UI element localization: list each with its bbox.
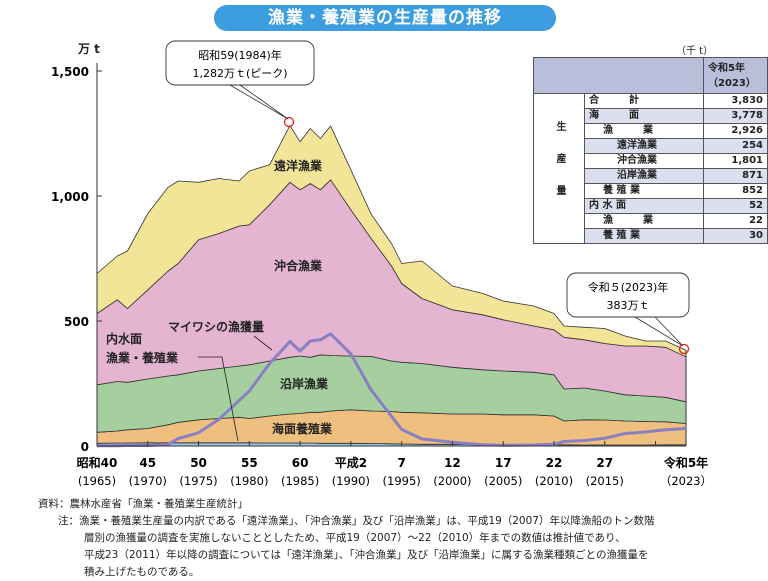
- row-value: 52: [703, 198, 768, 214]
- row-value: 3,830: [703, 93, 768, 109]
- label-distant: 遠洋漁業: [274, 158, 323, 173]
- label-inland-2: 漁業・養殖業: [106, 350, 179, 365]
- x-tick-label-era: 22: [546, 456, 563, 470]
- stacked-area-chart: 0 500 1,000 1,500 昭和40 (1965) 45 (1970) 50 (1975)…: [51, 40, 712, 488]
- chart-title: 漁業・養殖業の生産量の推移: [214, 5, 556, 31]
- x-tick-label-year: (1970): [129, 474, 167, 488]
- x-tick-label-era: 12: [444, 456, 461, 470]
- peak-callout-line2: 1,282万ｔ(ピーク): [192, 67, 287, 80]
- row-label: 養 殖 業: [583, 183, 705, 199]
- row-label: 沿岸漁業: [583, 168, 705, 184]
- label-offshore: 沖合漁業: [274, 258, 323, 273]
- label-aquaculture: 海面養殖業: [272, 421, 333, 436]
- header-line2: （2023）: [708, 77, 756, 89]
- sardine-line: [97, 332, 687, 448]
- source-note: 資料：農林水産省「漁業・養殖業生産統計」: [38, 498, 248, 510]
- footer-notes: 資料：農林水産省「漁業・養殖業生産統計」 注：漁業・養殖業生産量の内訳である「遠…: [28, 496, 654, 581]
- header-line1: 令和5年: [708, 62, 745, 74]
- row-value: 30: [703, 228, 768, 244]
- table-row: 沖合漁業 1,801: [534, 153, 768, 169]
- x-tick-label-year: (1965): [78, 474, 116, 488]
- y-tick-label: 500: [64, 315, 89, 329]
- y-tick-label: 0: [81, 440, 89, 454]
- x-tick-label-year: (1990): [332, 474, 370, 488]
- row-value: 852: [703, 183, 768, 199]
- x-tick-label-era: 45: [139, 456, 156, 470]
- area-layers: [96, 125, 687, 447]
- row-value: 3,778: [703, 108, 768, 124]
- table-row: 漁 業 2,926: [534, 123, 768, 139]
- series-labels: 遠洋漁業 沖合漁業 沿岸漁業 海面養殖業 マイワシの漁獲量 内水面 漁業・養殖業: [106, 158, 333, 436]
- table-unit: （千 t）: [676, 46, 714, 57]
- row-value: 254: [703, 138, 768, 154]
- latest-marker: [678, 343, 690, 355]
- y-tick-label: 1,000: [51, 190, 89, 204]
- peak-callout-line1: 昭和59(1984)年: [198, 48, 282, 62]
- row-label: 内 水 面: [583, 198, 705, 214]
- x-tick-label-era: 昭和40: [77, 455, 118, 470]
- x-tick-label-era: 60: [292, 456, 309, 470]
- summary-table: 令和5年 （2023） 生産量合 計 3,830 海 面 3,778 漁 業 2,926 遠…: [532, 57, 768, 244]
- row-label: 遠洋漁業: [583, 138, 705, 154]
- x-tick-label-era: 27: [596, 456, 613, 470]
- row-label: 養 殖 業: [583, 228, 705, 244]
- note-1: 注：漁業・養殖業生産量の内訳である「遠洋漁業」、「沖合漁業」及び「沿岸漁業」は、…: [58, 515, 655, 527]
- row-value: 22: [703, 213, 768, 229]
- latest-callout-line2: 383万ｔ: [607, 299, 650, 312]
- row-value: 2,926: [703, 123, 768, 139]
- x-tick-label-era: 7: [397, 456, 405, 470]
- table-row: 生産量合 計 3,830: [533, 93, 768, 244]
- table-row: 養 殖 業 30: [534, 228, 768, 244]
- x-tick-label-era: 55: [241, 456, 258, 470]
- x-tick-label-era: 令和5年: [663, 455, 708, 470]
- x-tick-label-year: （2023）: [660, 474, 712, 488]
- side-label: 生産量: [533, 93, 585, 244]
- x-tick-label-year: (1975): [179, 474, 217, 488]
- row-label: 海 面: [583, 108, 705, 124]
- peak-callout: 昭和59(1984)年 1,282万ｔ(ピーク): [165, 40, 315, 128]
- y-axis-unit: 万 t: [78, 42, 100, 56]
- x-tick-label-year: (2000): [433, 474, 471, 488]
- label-sardine: マイワシの漁獲量: [168, 319, 264, 334]
- label-coastal: 沿岸漁業: [279, 376, 329, 391]
- row-label: 合 計: [583, 93, 705, 109]
- note-2: 層別の漁獲量の調査を実施しないこととしたため、平成19（2007）～22（201…: [84, 532, 626, 544]
- table-row: 遠洋漁業 254: [534, 138, 768, 154]
- row-label: 漁 業: [583, 123, 705, 139]
- latest-callout: 令和５(2023)年 383万ｔ: [566, 272, 690, 355]
- latest-callout-line1: 令和５(2023)年: [588, 280, 669, 294]
- x-tick-label-year: (1980): [230, 474, 268, 488]
- label-leaders: [198, 335, 273, 442]
- axes: 0 500 1,000 1,500 昭和40 (1965) 45 (1970) 50 (1975)…: [51, 63, 712, 488]
- x-tick-label-year: (1995): [383, 474, 421, 488]
- table-header-blank: [532, 57, 705, 94]
- x-tick-label-era: 平成2: [335, 455, 367, 470]
- x-tick-label-year: (1985): [281, 474, 319, 488]
- note-3: 平成23（2011）年以降の調査については「遠洋漁業」、「沖合漁業」及び「沿岸漁…: [84, 549, 649, 561]
- x-tick-label-year: (2010): [535, 474, 573, 488]
- peak-marker: [283, 116, 295, 128]
- note-4: 積み上げたものである。: [84, 566, 200, 578]
- table-header-year: 令和5年 （2023）: [703, 57, 768, 94]
- x-tick-label-era: 50: [190, 456, 207, 470]
- x-tick-label-year: (2005): [484, 474, 522, 488]
- table-row: 沿岸漁業 871: [534, 168, 768, 184]
- x-tick-label-era: 17: [495, 456, 512, 470]
- row-value: 871: [703, 168, 768, 184]
- row-label: 漁 業: [583, 213, 705, 229]
- row-value: 1,801: [703, 153, 768, 169]
- y-tick-label: 1,500: [51, 65, 89, 79]
- x-tick-label-year: (2015): [586, 474, 624, 488]
- row-label: 沖合漁業: [583, 153, 705, 169]
- label-inland-1: 内水面: [106, 331, 142, 346]
- sardine-line-layer: [97, 332, 687, 448]
